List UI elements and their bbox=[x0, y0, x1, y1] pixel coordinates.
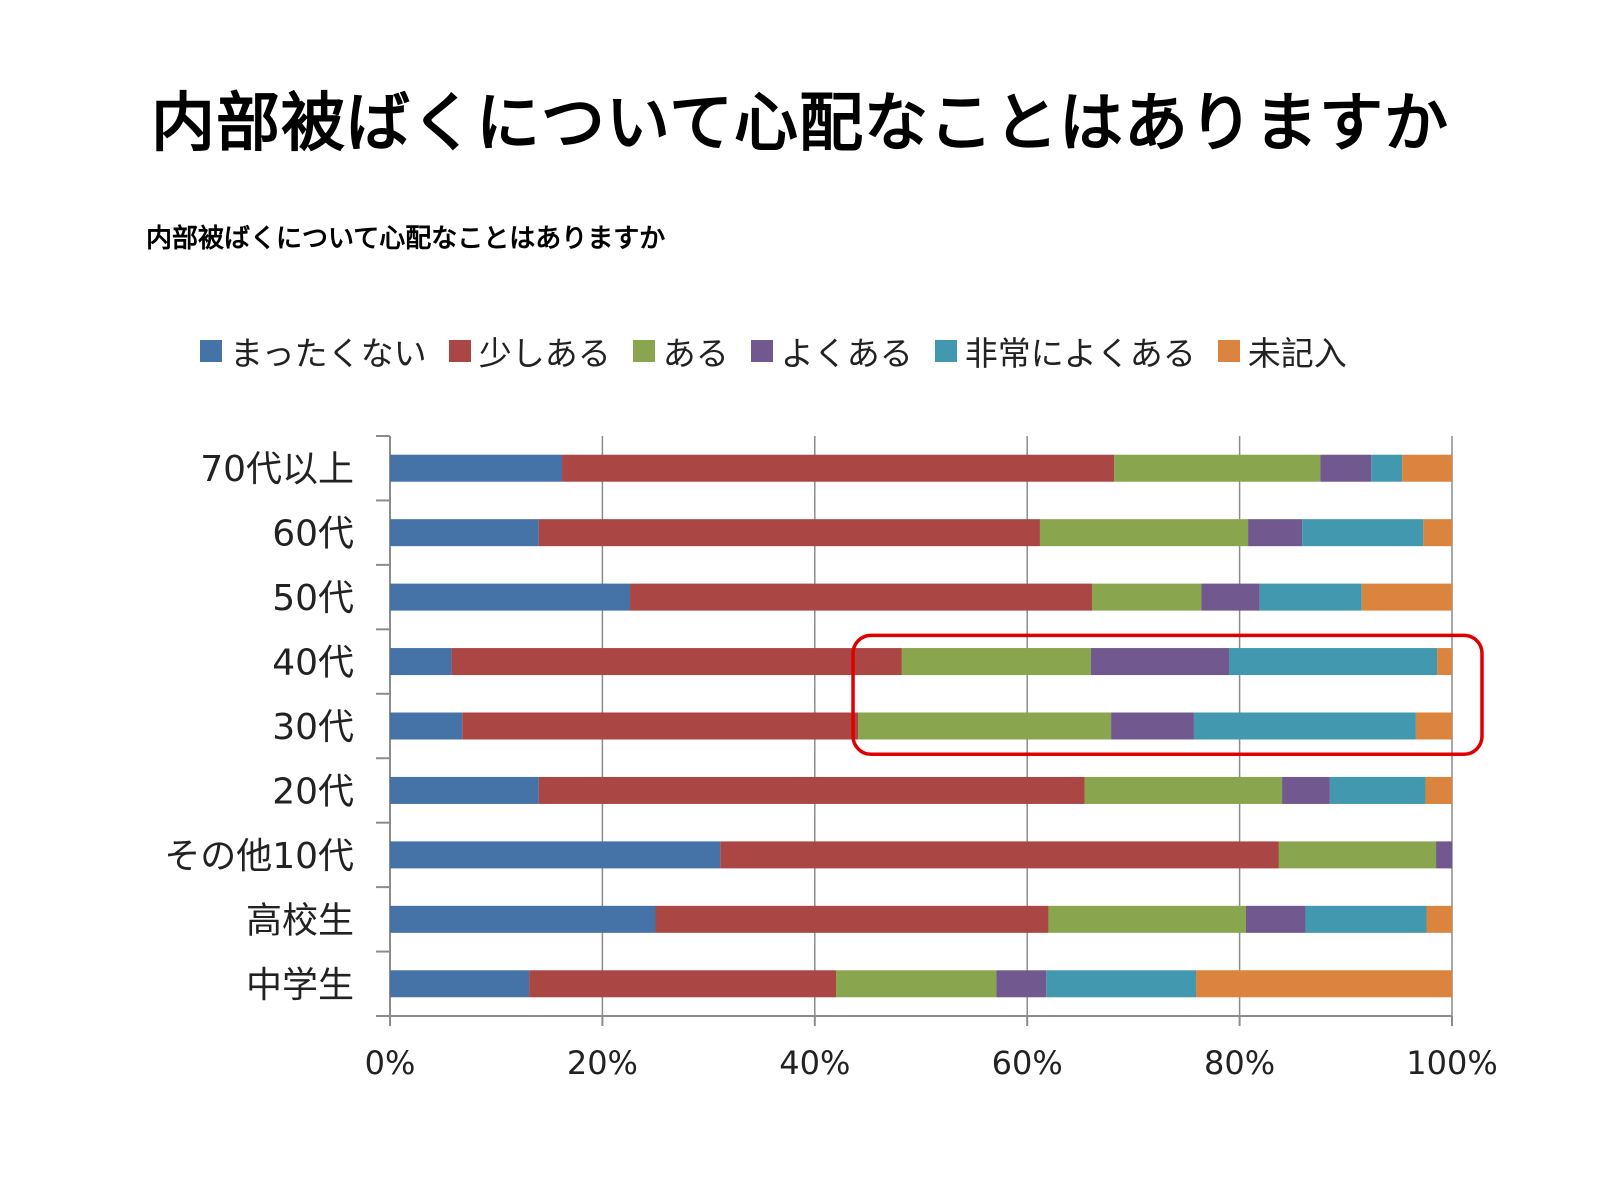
bar-segment bbox=[1084, 776, 1283, 804]
bar-segment bbox=[1201, 583, 1260, 611]
legend-label: ある bbox=[662, 334, 729, 373]
category-label: 60代 bbox=[272, 514, 354, 555]
bar-segment bbox=[1111, 712, 1194, 740]
bar-segment bbox=[562, 454, 1115, 482]
slide-title: 内部被ばくについて心配なことはありますか bbox=[150, 86, 1450, 161]
x-tick-label: 60% bbox=[992, 1044, 1063, 1082]
bar-segment bbox=[1228, 648, 1438, 676]
x-tick-label: 100% bbox=[1406, 1044, 1497, 1082]
legend-item: ある bbox=[632, 327, 729, 375]
x-tick-label: 20% bbox=[567, 1044, 638, 1082]
highlight-box bbox=[851, 633, 1484, 756]
bar-segment bbox=[1415, 712, 1452, 740]
legend-swatch bbox=[750, 340, 773, 362]
bar-segment bbox=[1091, 583, 1202, 611]
bar-segment bbox=[1046, 970, 1197, 998]
bar-segment bbox=[1302, 519, 1424, 547]
bar-segment bbox=[390, 454, 563, 482]
legend-item: まったくない bbox=[200, 327, 427, 375]
category-label: 20代 bbox=[272, 771, 354, 812]
x-tick-label: 80% bbox=[1204, 1044, 1275, 1082]
bar-segment bbox=[1090, 648, 1229, 676]
bar-segment bbox=[390, 841, 721, 869]
bar-segment bbox=[390, 583, 631, 611]
bar-segment bbox=[1361, 583, 1452, 611]
legend-item: よくある bbox=[750, 327, 913, 375]
bar-segment bbox=[1305, 905, 1427, 933]
bar-segment bbox=[451, 648, 902, 676]
bar-segment bbox=[1320, 454, 1372, 482]
x-tick-label: 0% bbox=[365, 1044, 416, 1082]
bar-segment bbox=[901, 648, 1091, 676]
bar-segment bbox=[538, 776, 1085, 804]
bar-segment bbox=[1048, 905, 1246, 933]
bar-segment bbox=[1402, 454, 1452, 482]
bar-segment bbox=[1423, 519, 1452, 547]
category-label: 50代 bbox=[272, 578, 354, 619]
legend-label: 少しある bbox=[478, 334, 611, 373]
category-label: 70代以上 bbox=[200, 449, 354, 490]
bar-segment bbox=[390, 970, 530, 998]
bar-segment bbox=[1248, 519, 1303, 547]
bar-segment bbox=[996, 970, 1047, 998]
legend-swatch bbox=[632, 340, 655, 362]
chart-legend: まったくない 少しある ある よくある 非常によくある 未記入 bbox=[200, 327, 1347, 375]
legend-swatch bbox=[200, 340, 222, 362]
legend-item: 未記入 bbox=[1217, 327, 1347, 375]
bar-segment bbox=[655, 905, 1049, 933]
chart-title: 内部被ばくについて心配なことはありますか bbox=[146, 224, 666, 254]
bar-segment bbox=[858, 712, 1112, 740]
bar-segment bbox=[720, 841, 1279, 869]
legend-swatch bbox=[1217, 340, 1240, 362]
bar-segment bbox=[1371, 454, 1403, 482]
bar-segment bbox=[630, 583, 1092, 611]
bar-segment bbox=[390, 712, 463, 740]
bar-segment bbox=[1114, 454, 1321, 482]
legend-label: 未記入 bbox=[1247, 334, 1347, 373]
category-label: 40代 bbox=[272, 643, 354, 684]
bar-segment bbox=[538, 519, 1040, 547]
bar-segment bbox=[1436, 841, 1452, 869]
legend-label: まったくない bbox=[230, 334, 427, 373]
category-label: その他10代 bbox=[164, 836, 354, 877]
x-tick-label: 40% bbox=[779, 1044, 850, 1082]
bar-segment bbox=[1282, 776, 1330, 804]
bar-segment bbox=[390, 776, 539, 804]
legend-swatch bbox=[448, 340, 471, 362]
bar-segment bbox=[390, 519, 539, 547]
bar-segment bbox=[529, 970, 837, 998]
legend-item: 少しある bbox=[448, 327, 611, 375]
bar-segment bbox=[1245, 905, 1306, 933]
legend-swatch bbox=[934, 340, 957, 362]
bar-segment bbox=[1278, 841, 1437, 869]
bar-segment bbox=[1259, 583, 1362, 611]
category-label: 中学生 bbox=[246, 965, 354, 1006]
category-label: 30代 bbox=[272, 707, 354, 748]
bar-segment bbox=[1196, 970, 1452, 998]
legend-label: よくある bbox=[780, 334, 913, 373]
bar-segment bbox=[1329, 776, 1426, 804]
bar-segment bbox=[1426, 905, 1452, 933]
legend-label: 非常によくある bbox=[964, 334, 1196, 373]
bar-segment bbox=[1193, 712, 1416, 740]
category-label: 高校生 bbox=[246, 900, 354, 941]
bar-segment bbox=[1425, 776, 1452, 804]
legend-item: 非常によくある bbox=[934, 327, 1196, 375]
bar-segment bbox=[390, 905, 656, 933]
bar-segment bbox=[1437, 648, 1452, 676]
bar-segment bbox=[462, 712, 859, 740]
bar-segment bbox=[1039, 519, 1249, 547]
bar-segment bbox=[836, 970, 997, 998]
bar-segment bbox=[390, 648, 452, 676]
